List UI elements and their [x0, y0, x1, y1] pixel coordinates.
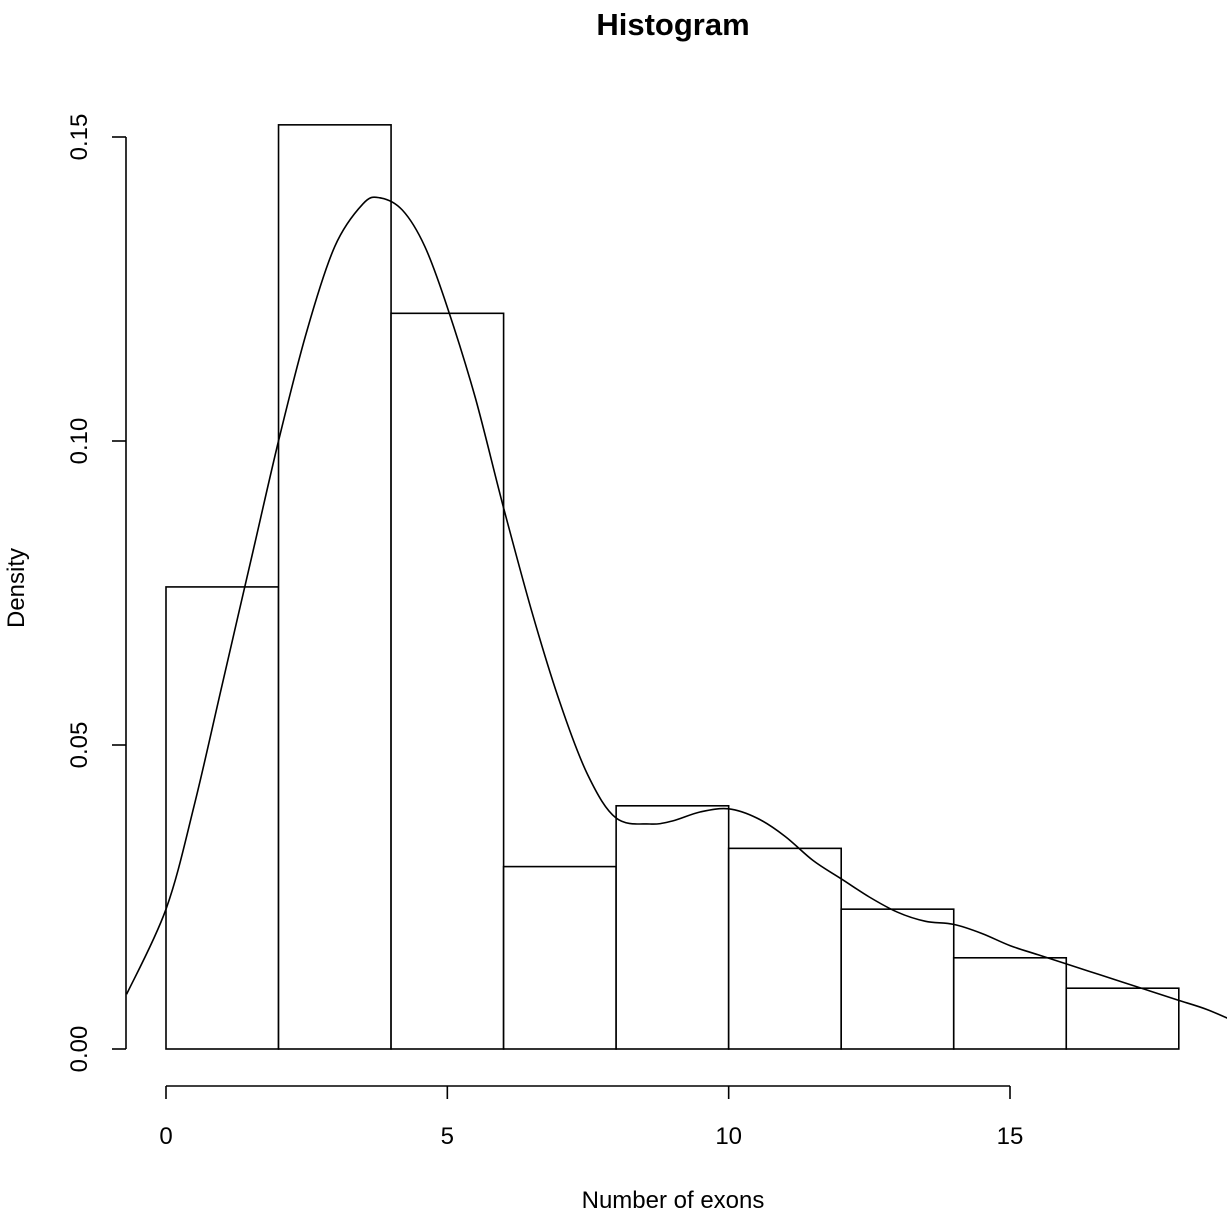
chart-title: Histogram	[596, 7, 749, 42]
y-tick-label-1: 0.05	[66, 722, 93, 769]
histogram-bar-0	[165, 586, 280, 1050]
x-axis: 0 5 10 15	[159, 1085, 1024, 1150]
histogram-bar-8	[1065, 987, 1180, 1050]
y-tick-label-3: 0.15	[66, 114, 93, 161]
x-tick-label-2: 10	[715, 1123, 742, 1150]
y-axis: 0.00 0.05 0.10 0.15	[66, 114, 127, 1073]
y-axis-label: Density	[3, 548, 30, 628]
x-axis-label: Number of exons	[582, 1187, 765, 1214]
y-tick-label-0: 0.00	[66, 1026, 93, 1073]
histogram-bars	[165, 124, 1180, 1050]
x-tick-label-1: 5	[441, 1123, 454, 1150]
x-tick-label-0: 0	[159, 1123, 172, 1150]
histogram-bar-1	[277, 124, 392, 1050]
y-tick-label-2: 0.10	[66, 418, 93, 465]
density-curve	[125, 196, 1227, 1019]
x-tick-label-3: 15	[997, 1123, 1024, 1150]
histogram-bar-2	[390, 312, 505, 1050]
histogram-bar-4	[615, 804, 730, 1050]
histogram-bar-7	[952, 956, 1068, 1050]
histogram-bar-5	[727, 847, 843, 1050]
histogram-bar-3	[502, 865, 617, 1050]
histogram-bar-6	[840, 908, 955, 1050]
